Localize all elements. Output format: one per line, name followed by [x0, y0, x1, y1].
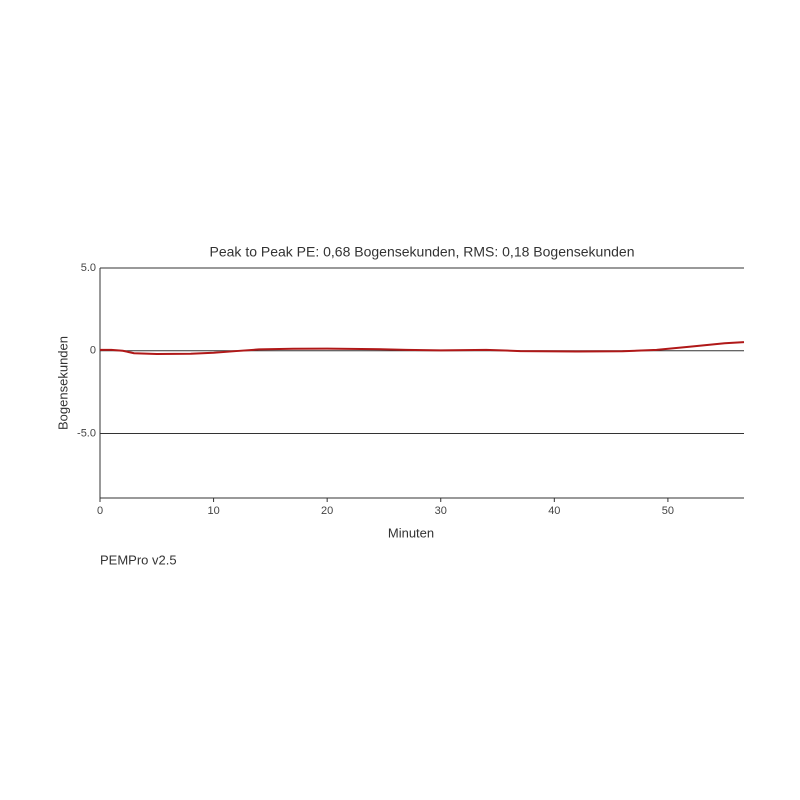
footnote: PEMPro v2.5	[100, 552, 177, 567]
y-tick-label: 0	[90, 345, 96, 357]
x-tick-label: 30	[435, 505, 447, 517]
y-axis-label: Bogensekunden	[55, 336, 70, 430]
data-line	[100, 341, 745, 356]
x-tick-label: 50	[662, 505, 674, 517]
x-axis-label: Minuten	[388, 525, 434, 540]
chart-title: Peak to Peak PE: 0,68 Bogensekunden, RMS…	[210, 244, 635, 260]
x-tick-label: 0	[97, 505, 103, 517]
y-tick-label: 5.0	[81, 262, 96, 274]
y-tick-label: -5.0	[77, 427, 96, 439]
x-tick-label: 20	[321, 505, 333, 517]
x-tick-label: 10	[207, 505, 219, 517]
x-tick-label: 40	[548, 505, 560, 517]
